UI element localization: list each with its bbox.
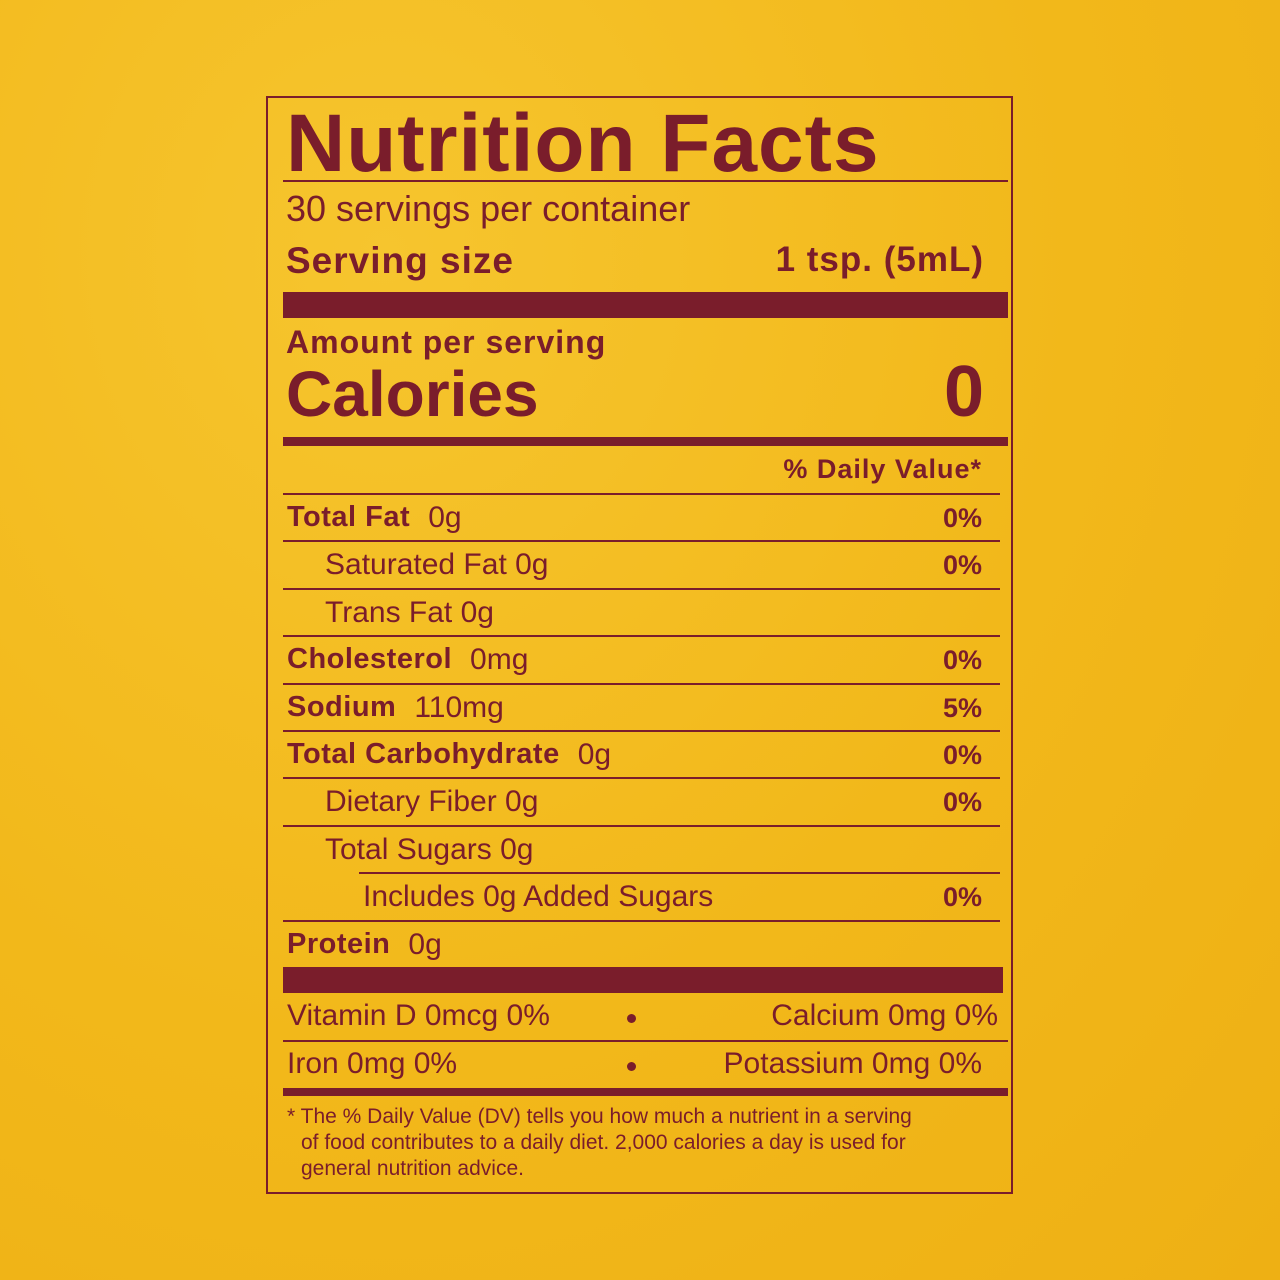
serving-size-label: Serving size <box>286 240 514 281</box>
nutrient-name: Total Carbohydrate <box>287 738 560 770</box>
medium-rule <box>283 1088 1008 1096</box>
rule <box>359 872 1000 875</box>
calories-value: 0 <box>943 352 984 432</box>
thick-rule <box>283 967 1003 993</box>
nutrient-name: Total Sugars 0g <box>325 832 534 866</box>
footnote: * The % Daily Value (DV) tells you how m… <box>287 1105 912 1128</box>
amount-per-serving: Amount per serving <box>286 324 607 360</box>
footnote: general nutrition advice. <box>301 1157 524 1180</box>
rule <box>283 587 1000 590</box>
nutrient-name: Trans Fat 0g <box>325 595 494 629</box>
daily-value: 0% <box>942 787 982 818</box>
nutrient-name: Protein <box>287 927 391 960</box>
vitamin: Iron 0mg 0% <box>287 1047 458 1080</box>
nutrient-name: Cholesterol <box>287 643 453 676</box>
vitamin: Potassium 0mg 0% <box>723 1047 982 1080</box>
separator <box>627 1014 636 1023</box>
daily-value: 5% <box>942 692 982 723</box>
title: Nutrition Facts <box>286 98 880 189</box>
rule <box>283 919 1000 922</box>
rule <box>283 777 1000 780</box>
calories-label: Calories <box>286 358 539 430</box>
nutrient-name: Total Fat <box>287 501 411 533</box>
serving-size-value: 1 tsp. (5mL) <box>775 240 984 279</box>
dv-header: % Daily Value* <box>783 454 982 484</box>
rule <box>283 493 1000 495</box>
separator <box>627 1062 636 1071</box>
rule <box>283 1040 1008 1042</box>
vitamin: Calcium 0mg 0% <box>771 999 998 1032</box>
rule <box>283 635 1000 638</box>
rule <box>283 824 1000 827</box>
rule <box>283 180 1008 182</box>
rule <box>283 682 1000 685</box>
rule <box>283 730 1000 732</box>
thick-rule <box>283 292 1008 318</box>
daily-value: 0% <box>942 882 982 913</box>
nutrient-amount: 0g <box>577 738 612 771</box>
medium-rule <box>283 437 1008 446</box>
daily-value: 0% <box>942 550 982 581</box>
nutrient-amount: 110mg <box>414 690 504 724</box>
nutrient-name: Dietary Fiber 0g <box>325 785 539 819</box>
nutrient-name: Saturated Fat 0g <box>325 548 549 582</box>
nutrient-amount: 0g <box>408 927 442 961</box>
daily-value: 0% <box>942 740 982 770</box>
rule <box>283 540 1000 543</box>
nutrient-amount: 0g <box>428 501 462 534</box>
nutrient-name: Includes 0g Added Sugars <box>363 880 714 914</box>
daily-value: 0% <box>942 645 982 676</box>
nutrition-label <box>266 96 1013 1194</box>
nutrient-amount: 0mg <box>470 643 529 677</box>
vitamin: Vitamin D 0mcg 0% <box>287 999 550 1032</box>
servings: 30 servings per container <box>286 188 691 229</box>
nutrient-name: Sodium <box>287 690 397 723</box>
daily-value: 0% <box>942 503 982 533</box>
footnote: of food contributes to a daily diet. 2,0… <box>301 1131 906 1154</box>
